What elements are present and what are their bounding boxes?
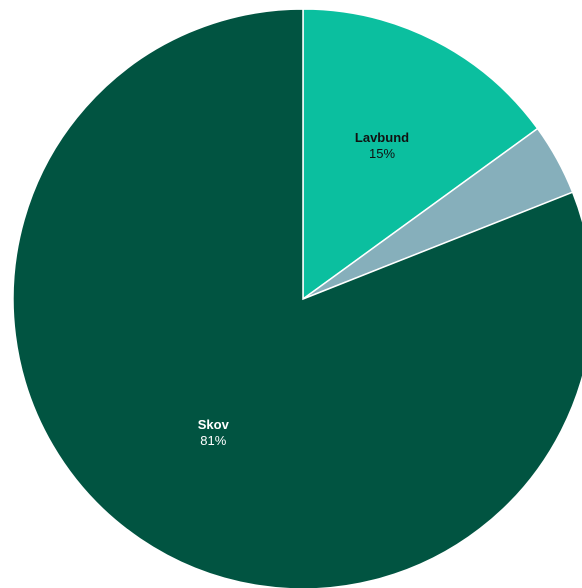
slices-layer xyxy=(12,8,582,588)
slice-label-name: Lavbund xyxy=(355,130,409,145)
pie-slice-skov xyxy=(12,8,582,588)
slice-label-name: Skov xyxy=(198,417,230,432)
slice-label-percent: 81% xyxy=(200,433,226,448)
slice-label-percent: 15% xyxy=(369,146,395,161)
pie-slice-lavbund xyxy=(302,8,539,301)
